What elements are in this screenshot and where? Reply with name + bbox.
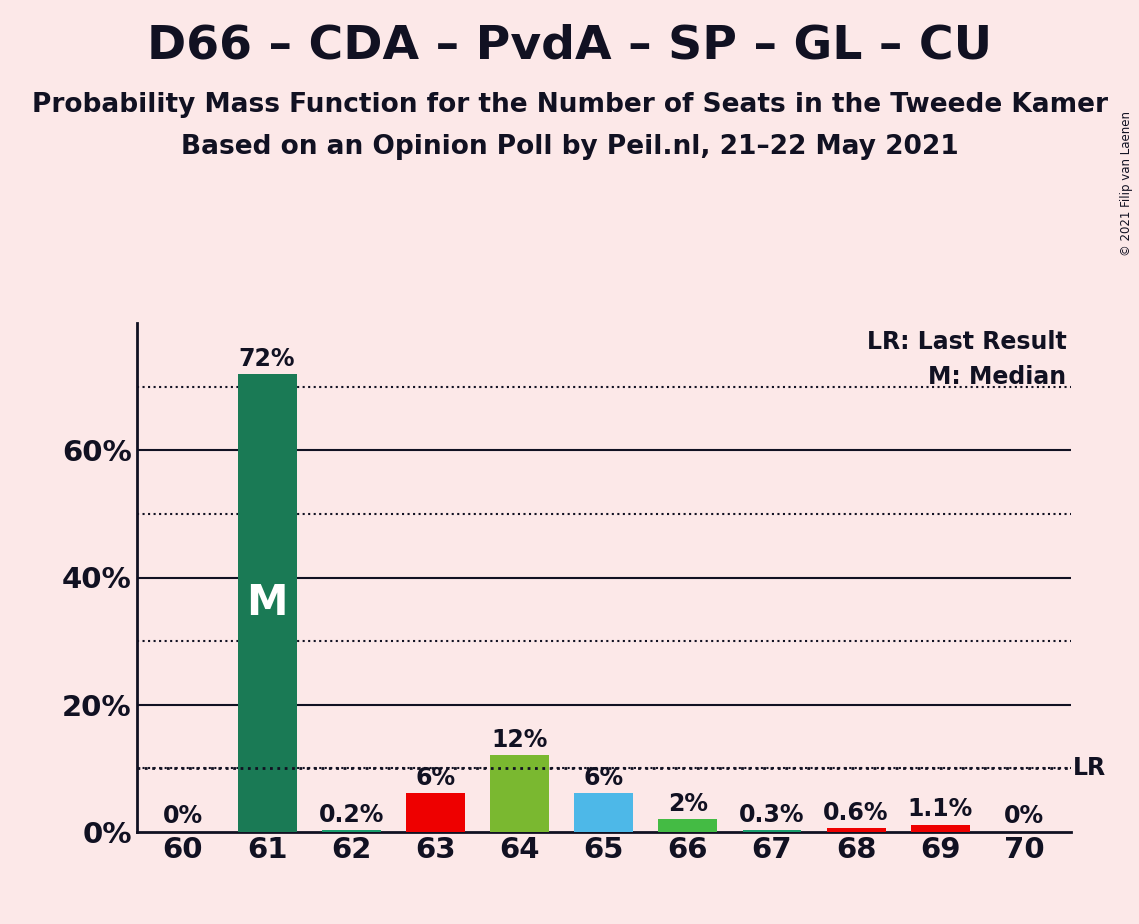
Text: D66 – CDA – PvdA – SP – GL – CU: D66 – CDA – PvdA – SP – GL – CU: [147, 23, 992, 68]
Text: LR: LR: [1073, 756, 1106, 780]
Bar: [490, 756, 549, 832]
Text: 0.3%: 0.3%: [739, 803, 805, 826]
Text: © 2021 Filip van Laenen: © 2021 Filip van Laenen: [1121, 111, 1133, 256]
Bar: [743, 830, 802, 832]
Bar: [238, 374, 296, 832]
Text: 0%: 0%: [1005, 805, 1044, 829]
Text: 0.6%: 0.6%: [823, 800, 888, 824]
Text: 6%: 6%: [583, 766, 624, 790]
Bar: [658, 819, 718, 832]
Text: 12%: 12%: [491, 728, 548, 752]
Text: M: M: [246, 582, 288, 624]
Text: Probability Mass Function for the Number of Seats in the Tweede Kamer: Probability Mass Function for the Number…: [32, 92, 1107, 118]
Text: M: Median: M: Median: [928, 365, 1066, 389]
Bar: [574, 794, 633, 832]
Bar: [405, 794, 465, 832]
Bar: [322, 831, 380, 832]
Text: 0%: 0%: [163, 805, 203, 829]
Bar: [827, 828, 885, 832]
Text: 0.2%: 0.2%: [319, 803, 384, 827]
Text: Based on an Opinion Poll by Peil.nl, 21–22 May 2021: Based on an Opinion Poll by Peil.nl, 21–…: [181, 134, 958, 160]
Text: 2%: 2%: [667, 792, 707, 816]
Text: 1.1%: 1.1%: [908, 797, 973, 821]
Text: LR: Last Result: LR: Last Result: [867, 330, 1066, 354]
Text: 6%: 6%: [416, 766, 456, 790]
Text: 72%: 72%: [239, 347, 295, 371]
Bar: [911, 824, 969, 832]
